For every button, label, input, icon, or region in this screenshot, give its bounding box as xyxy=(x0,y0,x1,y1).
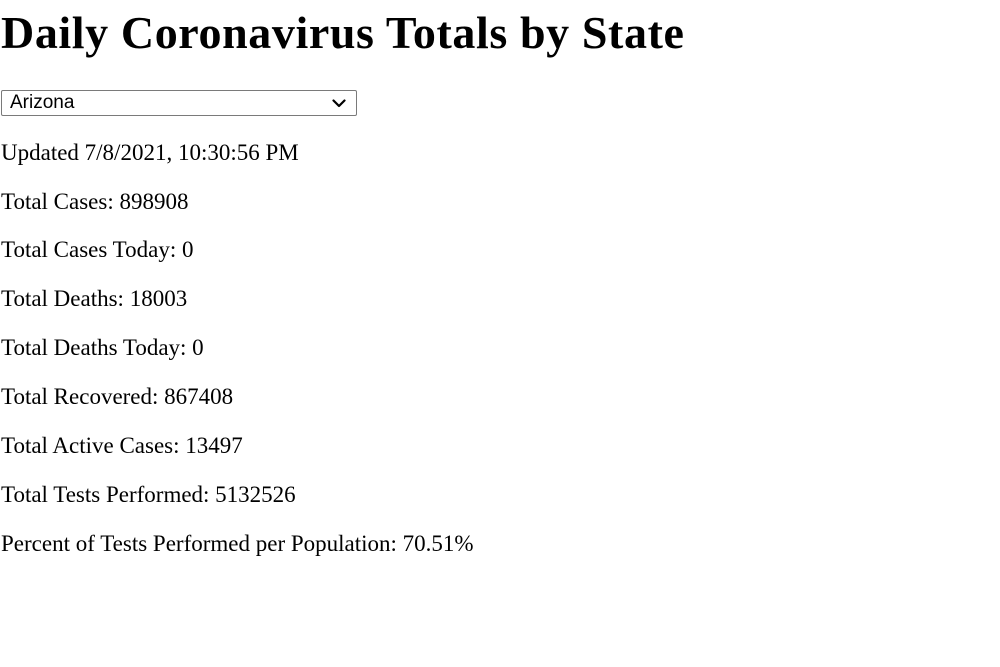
percent-tests-per-population: Percent of Tests Performed per Populatio… xyxy=(1,531,474,556)
page-title: Daily Coronavirus Totals by State xyxy=(1,7,685,58)
total-deaths: Total Deaths: 18003 xyxy=(1,286,188,311)
chevron-down-icon xyxy=(330,96,348,110)
updated-timestamp: Updated 7/8/2021, 10:30:56 PM xyxy=(1,140,299,165)
total-tests-performed: Total Tests Performed: 5132526 xyxy=(1,482,296,507)
total-cases-today: Total Cases Today: 0 xyxy=(1,237,194,262)
total-deaths-today: Total Deaths Today: 0 xyxy=(1,335,204,360)
state-select-value: Arizona xyxy=(10,92,75,113)
total-cases: Total Cases: 898908 xyxy=(1,189,189,214)
total-active-cases: Total Active Cases: 13497 xyxy=(1,433,243,458)
total-recovered: Total Recovered: 867408 xyxy=(1,384,234,409)
state-select[interactable]: Arizona xyxy=(1,90,357,116)
